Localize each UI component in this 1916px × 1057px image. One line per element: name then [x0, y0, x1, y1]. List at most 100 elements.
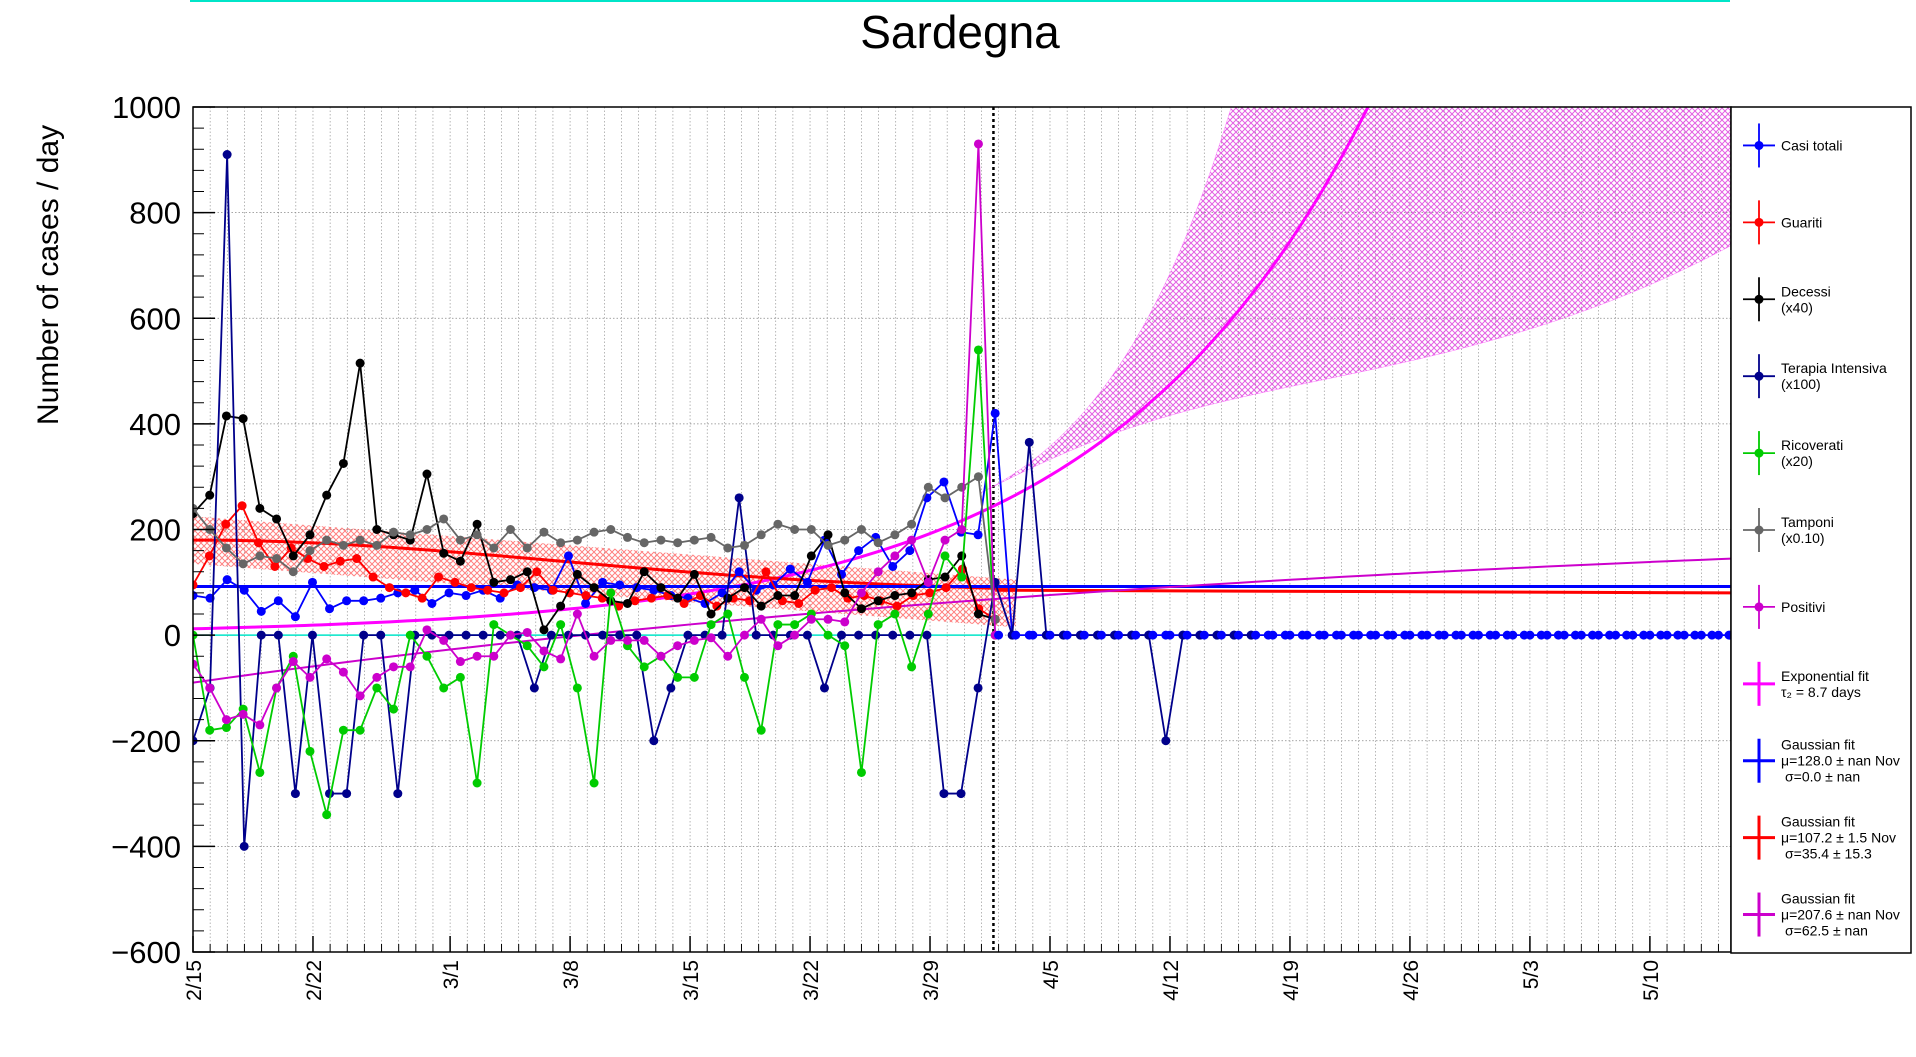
decessi-point [472, 519, 482, 529]
x-tick-label: 2/15 [183, 960, 206, 1001]
series-terapia [193, 150, 1256, 851]
y-tick-label: 200 [129, 513, 181, 548]
guariti-point [810, 585, 820, 595]
positivi-point [890, 551, 900, 561]
tamponi-point [673, 538, 683, 548]
future-zero-point [1456, 630, 1466, 640]
positivi-point [489, 651, 499, 661]
ricoverati-point [907, 662, 917, 672]
decessi-point [422, 469, 432, 479]
future-zero-point [1216, 630, 1226, 640]
legend-label: μ=207.6 ± nan Nov [1781, 907, 1900, 923]
guariti-point [761, 567, 771, 577]
guariti-point [925, 588, 935, 598]
positivi-point [539, 646, 549, 656]
positivi-point [205, 683, 215, 693]
positivi-point [472, 651, 482, 661]
ricoverati-point [355, 725, 365, 735]
legend-label: Terapia Intensiva [1781, 360, 1887, 376]
tamponi-point [589, 527, 599, 537]
y-tick-label: 600 [129, 301, 181, 336]
positivi-point [790, 630, 800, 640]
x-tick-label: 4/5 [1040, 960, 1063, 989]
future-zero-point [1011, 630, 1021, 640]
tamponi-point [472, 530, 482, 540]
terapia-point [615, 630, 625, 640]
terapia-point [632, 630, 642, 640]
terapia-point [290, 789, 300, 799]
ricoverati-point [606, 588, 616, 598]
terapia-point [888, 630, 898, 640]
legend-label: Gaussian fit [1781, 814, 1855, 830]
positivi-point [556, 654, 566, 664]
tamponi-point [790, 525, 800, 534]
positivi-point [193, 659, 198, 669]
terapia-point [393, 789, 403, 799]
terapia-point [1024, 437, 1034, 447]
casi-point [581, 598, 591, 608]
casi-point [1656, 630, 1666, 640]
future-zero-point [1182, 630, 1192, 640]
legend-item-ricoverati: Ricoverati(x20) [1743, 431, 1843, 476]
guariti-point [417, 593, 427, 603]
tamponi-point [689, 535, 699, 545]
casi-point [359, 596, 369, 606]
decessi-point [790, 591, 800, 601]
exponential-fit-band [981, 107, 1731, 493]
tamponi-point [873, 538, 883, 548]
casi-point [939, 477, 949, 487]
future-zero-point [1045, 630, 1055, 640]
decessi-point [756, 601, 766, 611]
positivi-point [756, 614, 766, 624]
ricoverati-point [489, 620, 499, 630]
legend-marker-dot [1754, 140, 1764, 150]
x-tick-label: 5/3 [1520, 960, 1543, 989]
guariti-point [450, 577, 460, 587]
positivi-point [856, 588, 866, 598]
positivi-point [739, 630, 749, 640]
tamponi-point [940, 493, 950, 503]
casi-point [615, 580, 625, 590]
ricoverati-point [723, 609, 733, 619]
positivi-point [656, 651, 666, 661]
x-tick-label: 4/12 [1160, 960, 1183, 1001]
legend-label: σ=62.5 ± nan [1785, 923, 1868, 939]
ricoverati-point [773, 620, 783, 630]
casi-point [1690, 630, 1700, 640]
decessi-point [940, 572, 950, 582]
future-zero-point [1199, 630, 1209, 640]
tamponi-point [957, 482, 967, 492]
casi-point [905, 546, 915, 556]
tamponi-point [522, 543, 532, 553]
casi-point [802, 577, 812, 587]
positivi-point [706, 633, 716, 643]
data-series [193, 139, 1731, 851]
guariti-point [892, 601, 902, 611]
ricoverati-point [856, 767, 866, 777]
casi-point [1673, 630, 1683, 640]
casi-point [1639, 630, 1649, 640]
tamponi-point [756, 530, 766, 540]
decessi-point [589, 583, 599, 593]
decessi-point [288, 551, 298, 561]
future-zero-point [1696, 630, 1706, 640]
guariti-point [352, 554, 362, 564]
decessi-point [856, 604, 866, 614]
positivi-point [907, 535, 917, 545]
x-tick-label: 3/22 [800, 960, 823, 1001]
guariti-point [270, 561, 280, 571]
legend-marker-dot [1754, 294, 1764, 304]
casi-point [239, 585, 249, 595]
magenta-gaussian-fit-curve [193, 557, 1731, 684]
positivi-point [673, 641, 683, 651]
ricoverati-point [372, 683, 382, 693]
positivi-point [322, 654, 332, 664]
positivi-point [806, 614, 816, 624]
positivi-point [522, 627, 532, 637]
positivi-point [773, 641, 783, 651]
ricoverati-point [305, 746, 315, 756]
future-zero-point [1628, 630, 1638, 640]
positivi-point [355, 691, 365, 701]
tamponi-point [389, 527, 399, 537]
